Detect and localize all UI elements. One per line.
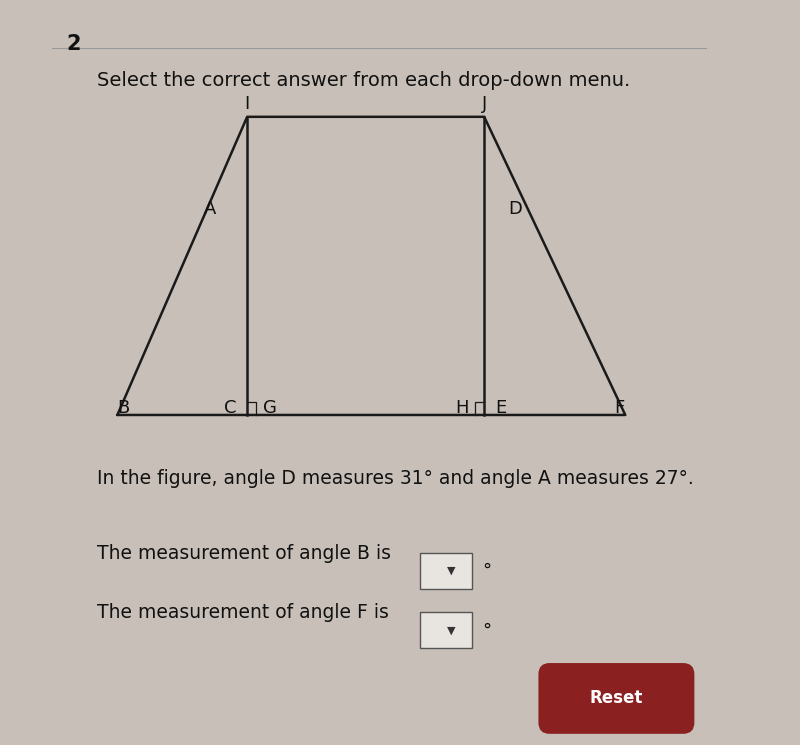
- Text: Reset: Reset: [590, 689, 643, 708]
- Text: B: B: [117, 399, 129, 417]
- Text: A: A: [204, 200, 217, 218]
- Text: °: °: [482, 621, 492, 639]
- Text: D: D: [508, 200, 522, 218]
- Text: I: I: [245, 95, 250, 113]
- Text: °: °: [482, 562, 492, 580]
- Text: E: E: [495, 399, 506, 417]
- Text: ▼: ▼: [446, 625, 455, 635]
- FancyBboxPatch shape: [538, 663, 694, 734]
- Text: The measurement of angle B is: The measurement of angle B is: [97, 544, 390, 563]
- FancyBboxPatch shape: [419, 553, 471, 589]
- Text: ▼: ▼: [446, 565, 455, 576]
- Text: Select the correct answer from each drop-down menu.: Select the correct answer from each drop…: [97, 71, 630, 90]
- Text: The measurement of angle F is: The measurement of angle F is: [97, 603, 389, 623]
- Text: J: J: [482, 95, 487, 113]
- Text: 2: 2: [67, 34, 82, 54]
- Text: C: C: [224, 399, 237, 417]
- Text: G: G: [262, 399, 277, 417]
- FancyBboxPatch shape: [419, 612, 471, 648]
- Text: H: H: [455, 399, 468, 417]
- Text: In the figure, angle D measures 31° and angle A measures 27°.: In the figure, angle D measures 31° and …: [97, 469, 694, 489]
- Text: F: F: [614, 399, 625, 417]
